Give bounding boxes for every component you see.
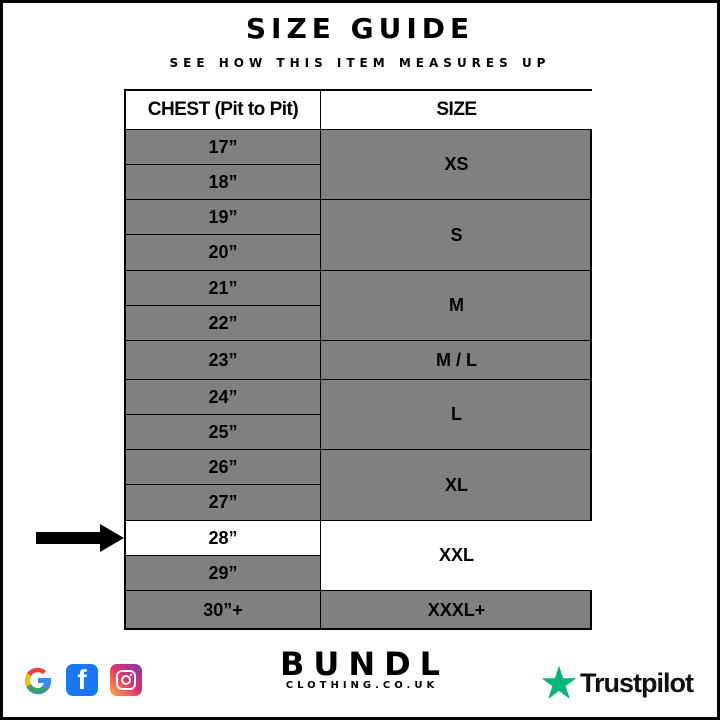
arrow-right-icon [36, 524, 124, 552]
size-cell: M / L [321, 341, 592, 380]
instagram-icon[interactable] [110, 664, 142, 696]
size-cell: L [321, 380, 592, 450]
size-table: CHEST (Pit to Pit) SIZE 17” 18” 19” 20” 21” 2… [124, 89, 592, 630]
social-icons: f [22, 664, 142, 696]
chest-cell: 26” [126, 450, 321, 485]
trustpilot-label: Trustpilot [580, 667, 694, 698]
size-cell: S [321, 200, 592, 271]
chest-cell: 30”+ [126, 591, 321, 630]
chest-cell: 24” [126, 380, 321, 415]
brand-name: BUNDL [279, 645, 450, 683]
column-header-size: SIZE [321, 91, 592, 130]
page-title: SIZE GUIDE [245, 12, 475, 45]
size-cell: XXXL+ [321, 591, 592, 630]
chest-cell: 28” [126, 521, 321, 556]
chest-cell: 21” [126, 271, 321, 306]
trustpilot-logo: Trustpilot [540, 664, 694, 702]
chest-cell: 25” [126, 415, 321, 450]
chest-cell: 17” [126, 130, 321, 165]
page-subtitle: SEE HOW THIS ITEM MEASURES UP [169, 56, 551, 70]
google-icon[interactable] [22, 664, 54, 696]
chest-cell: 18” [126, 165, 321, 200]
brand-url: CLOTHING.CO.UK [285, 680, 439, 691]
chest-cell: 20” [126, 235, 321, 271]
chest-cell: 22” [126, 306, 321, 341]
size-cell: XXL [321, 521, 592, 591]
column-header-chest: CHEST (Pit to Pit) [126, 91, 321, 130]
chest-cell: 29” [126, 556, 321, 591]
size-cell: XS [321, 130, 592, 200]
chest-cell: 27” [126, 485, 321, 521]
chest-cell: 23” [126, 341, 321, 380]
star-icon [541, 665, 577, 699]
facebook-icon[interactable]: f [66, 664, 98, 696]
size-cell: M [321, 271, 592, 341]
size-cell: XL [321, 450, 592, 521]
chest-cell: 19” [126, 200, 321, 235]
brand-logo: BUNDL CLOTHING.CO.UK [270, 648, 450, 691]
